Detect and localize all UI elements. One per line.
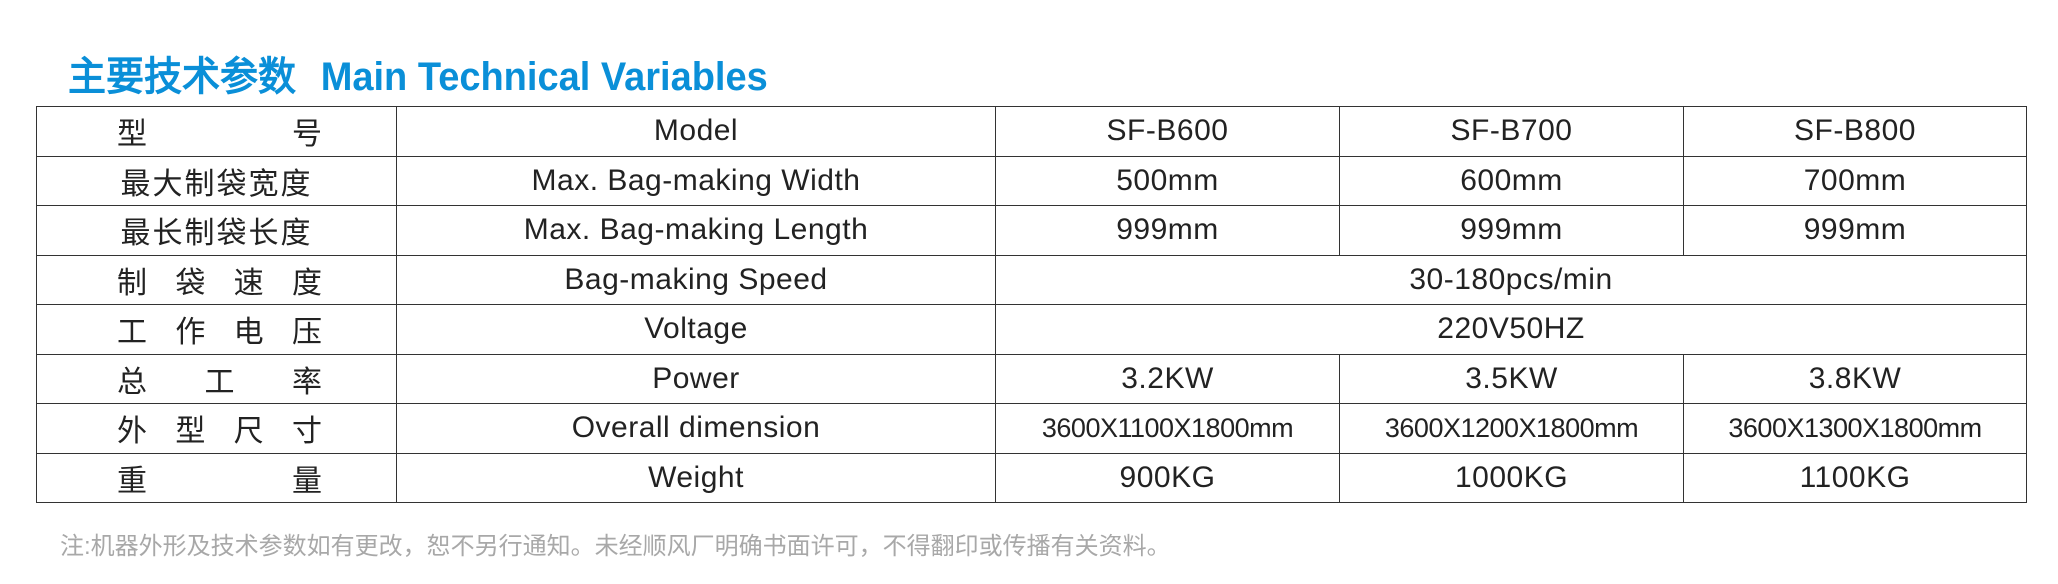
disclaimer-note: 注:机器外形及技术参数如有更改，恕不另行通知。未经顺风厂明确书面许可，不得翻印或… <box>60 533 1171 560</box>
table-row: 最大制袋宽度 Max. Bag-making Width 500mm 600mm 700… <box>36 155 2027 206</box>
param-name-cn: 型 号 <box>36 106 397 157</box>
param-value: 500mm <box>995 155 1340 206</box>
param-name-en: Power <box>396 353 996 404</box>
param-value: 600mm <box>1339 155 1684 206</box>
param-name-en: Model <box>396 106 996 157</box>
param-value: 999mm <box>1683 205 2027 256</box>
param-value: 3600X1200X1800mm <box>1339 403 1684 454</box>
param-name-cn: 外型尺寸 <box>36 403 397 454</box>
param-value-all: 220V50HZ <box>995 304 2027 355</box>
param-name-cn: 总工率 <box>36 353 397 404</box>
table-row: 外型尺寸 Overall dimension 3600X1100X1800mm 360… <box>36 403 2027 454</box>
spec-table: 型 号 Model SF-B600 SF-B700 SF-B800 最大制袋宽度 Max. … <box>36 106 2027 503</box>
table-row: 最长制袋长度 Max. Bag-making Length 999mm 999mm 99… <box>36 205 2027 256</box>
param-value: SF-B600 <box>995 106 1340 157</box>
param-name-en: Max. Bag-making Width <box>396 155 996 206</box>
param-value: 1000KG <box>1339 452 1684 503</box>
param-name-en: Overall dimension <box>396 403 996 454</box>
param-value: 3.2KW <box>995 353 1340 404</box>
table-row: 工作电压 Voltage 220V50HZ <box>36 304 2027 355</box>
page-title: 主要技术参数 Main Technical Variables <box>68 44 768 102</box>
title-en: Main Technical Variables <box>320 55 768 99</box>
param-name-en: Max. Bag-making Length <box>396 205 996 256</box>
table-row: 制袋速度 Bag-making Speed 30-180pcs/min <box>36 254 2027 305</box>
title-cn: 主要技术参数 <box>68 55 296 99</box>
param-value: 3.5KW <box>1339 353 1684 404</box>
param-value: SF-B800 <box>1683 106 2027 157</box>
param-name-cn: 重量 <box>36 452 397 503</box>
param-value: 900KG <box>995 452 1340 503</box>
param-value: 999mm <box>1339 205 1684 256</box>
param-value: 700mm <box>1683 155 2027 206</box>
param-name-cn: 制袋速度 <box>36 254 397 305</box>
param-name-cn: 最大制袋宽度 <box>36 155 397 206</box>
param-value: SF-B700 <box>1339 106 1684 157</box>
param-value: 3.8KW <box>1683 353 2027 404</box>
param-name-en: Weight <box>396 452 996 503</box>
param-value: 3600X1100X1800mm <box>995 403 1340 454</box>
param-name-en: Bag-making Speed <box>396 254 996 305</box>
param-name-en: Voltage <box>396 304 996 355</box>
param-name-cn: 工作电压 <box>36 304 397 355</box>
param-value-all: 30-180pcs/min <box>995 254 2027 305</box>
param-value: 1100KG <box>1683 452 2027 503</box>
table-row: 型 号 Model SF-B600 SF-B700 SF-B800 <box>36 106 2027 157</box>
table-row: 总工率 Power 3.2KW 3.5KW 3.8KW <box>36 353 2027 404</box>
param-value: 999mm <box>995 205 1340 256</box>
table-row: 重量 Weight 900KG 1000KG 1100KG <box>36 452 2027 503</box>
param-name-cn: 最长制袋长度 <box>36 205 397 256</box>
param-value: 3600X1300X1800mm <box>1683 403 2027 454</box>
